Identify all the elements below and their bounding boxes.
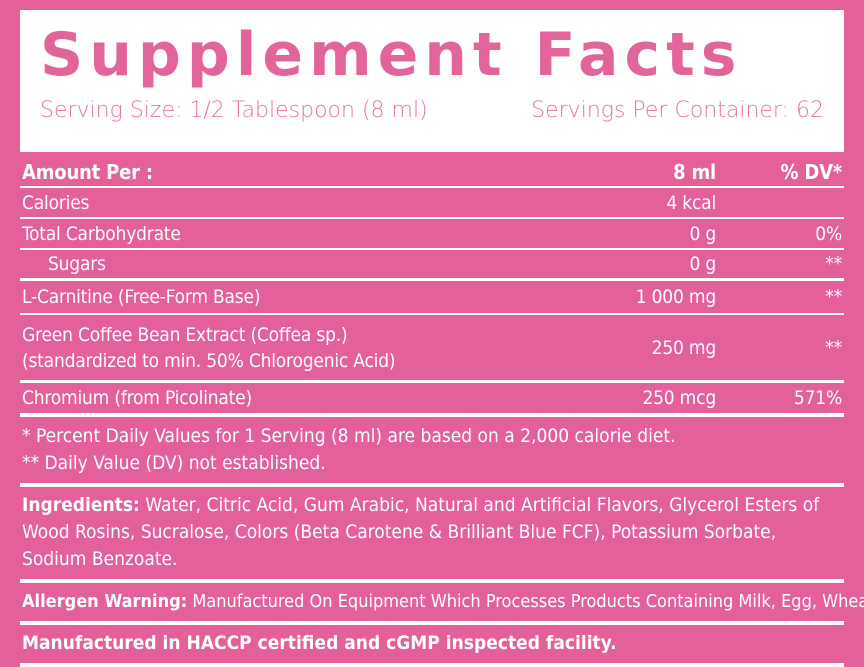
footnote-double-star: ** Daily Value (DV) not established. <box>22 452 326 474</box>
nutrient-dv: 571% <box>793 387 842 409</box>
ingredients-label: Ingredients: <box>22 494 140 516</box>
nutrient-amount: 1 000 mg <box>635 286 716 308</box>
nutrient-amount: 0 g <box>689 222 716 245</box>
allergen-text: Manufactured On Equipment Which Processe… <box>192 591 864 612</box>
nutrient-amount: 4 kcal <box>666 191 716 214</box>
table-row: Chromium (from Picolinate) 250 mcg 571% <box>20 383 844 417</box>
nutrient-dv: ** <box>825 336 842 359</box>
nutrient-amount: 0 g <box>689 253 716 275</box>
label-header: Supplement Facts Serving Size: 1/2 Table… <box>20 10 844 152</box>
nutrient-name: Chromium (from Picolinate) <box>22 387 252 409</box>
nutrient-name-line1: Green Coffee Bean Extract (Coffea sp.) <box>22 323 348 346</box>
column-header-dv: % DV* <box>780 160 842 184</box>
nutrient-name: L-Carnitine (Free-Form Base) <box>22 286 261 308</box>
servings-per-container: Servings Per Container: 62 <box>531 98 824 123</box>
nutrient-dv: ** <box>825 253 842 275</box>
table-row: Sugars 0 g ** <box>20 250 844 281</box>
column-header-name: Amount Per : <box>22 160 153 184</box>
table-row: Total Carbohydrate 0 g 0% <box>20 219 844 250</box>
allergen-statement: Allergen Warning: Manufactured On Equipm… <box>20 583 864 625</box>
column-header-amount: 8 ml <box>673 160 716 184</box>
allergen-label: Allergen Warning: <box>22 591 188 612</box>
table-row: Calories 4 kcal <box>20 188 844 219</box>
footnotes: * Percent Daily Values for 1 Serving (8 … <box>20 417 844 487</box>
serving-size: Serving Size: 1/2 Tablespoon (8 ml) <box>40 98 428 123</box>
nutrient-dv: ** <box>825 286 842 308</box>
footnote-single-star: * Percent Daily Values for 1 Serving (8 … <box>22 425 676 447</box>
nutrient-name: Calories <box>22 191 90 214</box>
nutrient-name: Total Carbohydrate <box>22 222 181 245</box>
table-row: L-Carnitine (Free-Form Base) 1 000 mg ** <box>20 281 844 315</box>
nutrient-dv: 0% <box>815 222 842 245</box>
ingredients-text: Water, Citric Acid, Gum Arabic, Natural … <box>22 494 820 570</box>
nutrient-name-line2: (standardized to min. 50% Chlorogenic Ac… <box>22 349 396 372</box>
nutrient-amount: 250 mg <box>651 336 717 359</box>
table-header-row: Amount Per : 8 ml % DV* <box>20 158 844 188</box>
nutrient-amount: 250 mcg <box>642 387 716 409</box>
haccp-statement: Manufactured in HACCP certified and cGMP… <box>20 625 844 667</box>
nutrient-name: Green Coffee Bean Extract (Coffea sp.) (… <box>20 322 546 374</box>
ingredients-statement: Ingredients: Water, Citric Acid, Gum Ara… <box>20 487 844 583</box>
nutrient-name: Sugars <box>48 253 106 275</box>
page-title: Supplement Facts <box>40 20 743 90</box>
nutrition-table: Amount Per : 8 ml % DV* Calories 4 kcal … <box>20 158 864 667</box>
table-row: Green Coffee Bean Extract (Coffea sp.) (… <box>20 315 844 383</box>
serving-info-row: Serving Size: 1/2 Tablespoon (8 ml) Serv… <box>40 98 824 123</box>
